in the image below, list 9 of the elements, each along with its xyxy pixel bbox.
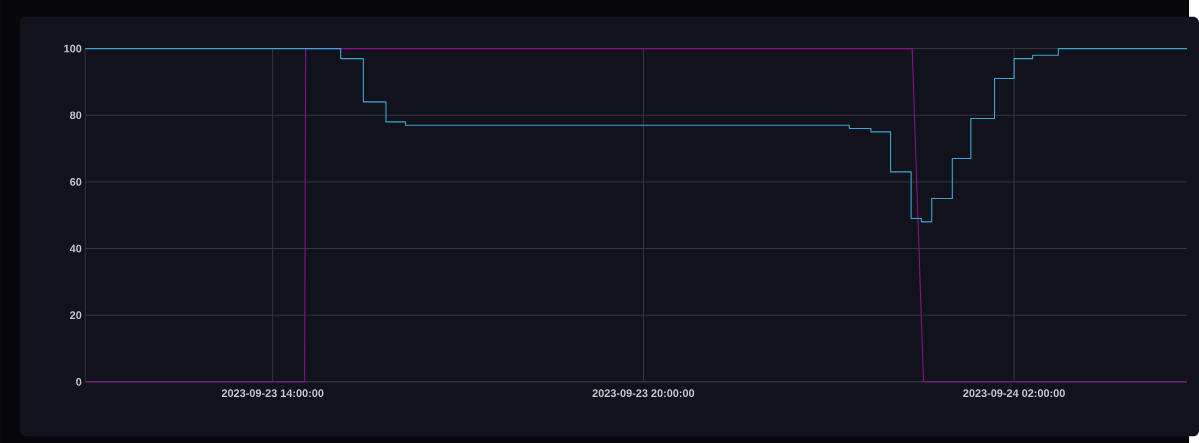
x-tick-label: 2023-09-23 14:00:00	[221, 389, 324, 397]
x-tick-label: 2023-09-23 20:00:00	[592, 389, 695, 397]
y-tick-label: 60	[70, 177, 82, 186]
y-tick-label: 0	[76, 377, 82, 386]
y-tick-label: 20	[70, 311, 82, 319]
y-tick-label: 100	[64, 44, 82, 53]
y-tick-label: 40	[69, 244, 82, 253]
x-tick-label: 2023-09-24 02:00:00	[963, 389, 1065, 397]
y-tick-label: 80	[70, 111, 82, 119]
